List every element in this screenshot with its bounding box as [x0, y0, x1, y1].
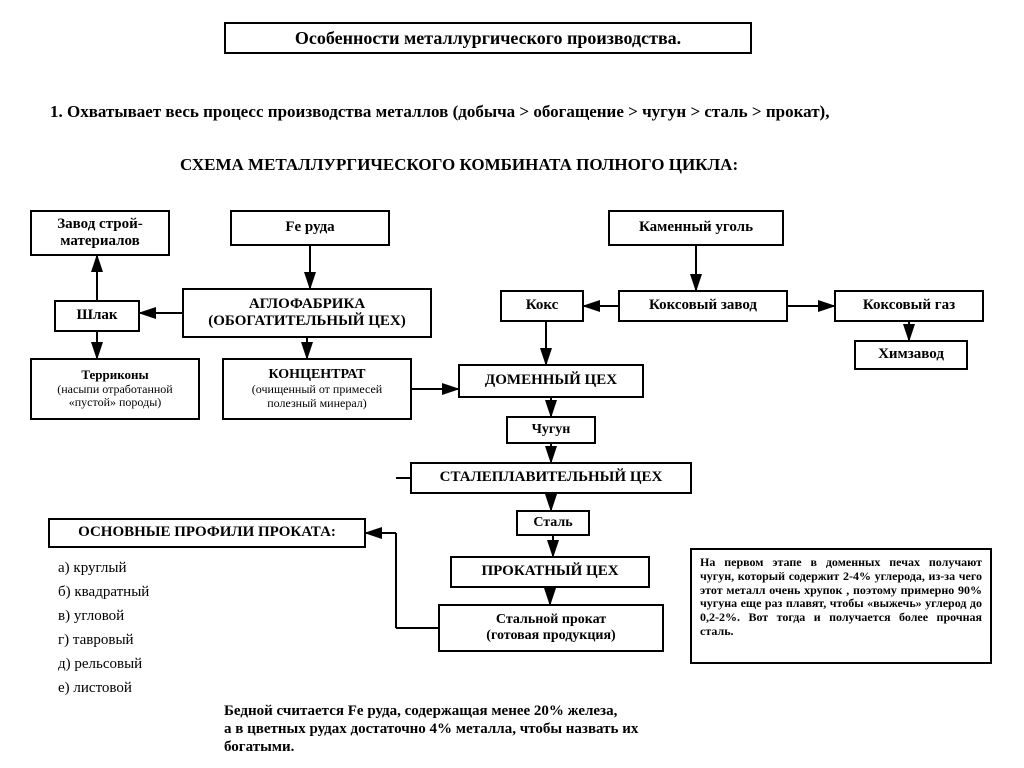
node-staleplav: СТАЛЕПЛАВИТЕЛЬНЫЙ ЦЕХ: [410, 462, 692, 494]
node-plant: Завод строй-материалов: [30, 210, 170, 256]
node-prokatny: ПРОКАТНЫЙ ЦЕХ: [450, 556, 650, 588]
node-koksgas: Коксовый газ: [834, 290, 984, 322]
node-chugun: Чугун: [506, 416, 596, 444]
node-terrikony: Терриконы(насыпи отработанной«пустой» по…: [30, 358, 200, 420]
lead-text: 1. Охватывает весь процесс производства …: [50, 102, 980, 122]
node-himzavod: Химзавод: [854, 340, 968, 370]
node-profiles_hdr: ОСНОВНЫЕ ПРОФИЛИ ПРОКАТА:: [48, 518, 366, 548]
node-domenny: ДОМЕННЫЙ ЦЕХ: [458, 364, 644, 398]
profiles-list: а) круглыйб) квадратныйв) угловойг) тавр…: [58, 556, 149, 700]
node-koks: Кокс: [500, 290, 584, 322]
node-aglo: АГЛОФАБРИКА(ОБОГАТИТЕЛЬНЫЙ ЦЕХ): [182, 288, 432, 338]
footer-text: Бедной считается Fe руда, содержащая мен…: [224, 702, 784, 756]
node-stal: Сталь: [516, 510, 590, 536]
node-slag: Шлак: [54, 300, 140, 332]
node-coal: Каменный уголь: [608, 210, 784, 246]
node-fe: Fe руда: [230, 210, 390, 246]
info-box: На первом этапе в доменных печах получаю…: [690, 548, 992, 664]
node-prokat_out: Стальной прокат(готовая продукция): [438, 604, 664, 652]
subtitle: СХЕМА МЕТАЛЛУРГИЧЕСКОГО КОМБИНАТА ПОЛНОГ…: [180, 155, 738, 175]
node-kokszavod: Коксовый завод: [618, 290, 788, 322]
node-koncentrat: КОНЦЕНТРАТ(очищенный от примесейполезный…: [222, 358, 412, 420]
title-box: Особенности металлургического производст…: [224, 22, 752, 54]
diagram-stage: { "canvas": { "w": 1024, "h": 768, "bg":…: [0, 0, 1024, 768]
